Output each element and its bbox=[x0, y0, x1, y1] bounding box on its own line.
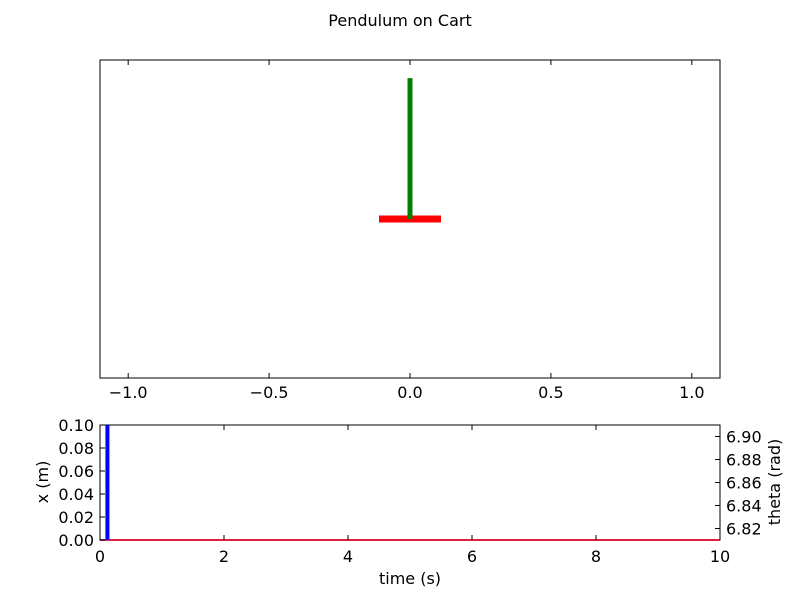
time-series-axes: 0 2 4 6 8 10 0.00 0.02 0.04 0.06 0.08 0.10 6.82 6.84 6… bbox=[33, 416, 784, 588]
right-y-tick-label: 6.88 bbox=[726, 451, 762, 470]
right-y-tick-label: 6.82 bbox=[726, 520, 762, 539]
top-x-tick-label: 0.5 bbox=[538, 383, 563, 402]
bottom-x-tick-label: 0 bbox=[95, 547, 105, 566]
bottom-plot-frame bbox=[99, 424, 721, 541]
top-x-tick-label: 0.0 bbox=[397, 383, 422, 402]
bottom-plot-marks bbox=[100, 425, 720, 541]
left-y-tick-label: 0.02 bbox=[58, 508, 94, 527]
bottom-x-tick-label: 2 bbox=[219, 547, 229, 566]
bottom-x-tick-label: 10 bbox=[710, 547, 730, 566]
y-axis-label-left: x (m) bbox=[33, 461, 52, 504]
left-y-tick-label: 0.00 bbox=[58, 531, 94, 550]
left-y-tick-label: 0.04 bbox=[58, 485, 94, 504]
y-axis-label-right: theta (rad) bbox=[765, 439, 784, 525]
bottom-x-tick-label: 6 bbox=[467, 547, 477, 566]
right-y-tick-label: 6.90 bbox=[726, 428, 762, 447]
left-y-tick-label: 0.06 bbox=[58, 462, 94, 481]
left-y-tick-label: 0.10 bbox=[58, 416, 94, 435]
left-y-tick-label: 0.08 bbox=[58, 439, 94, 458]
right-y-tick-label: 6.86 bbox=[726, 474, 762, 493]
top-x-ticks: −1.0 −0.5 0.0 0.5 1.0 bbox=[109, 60, 705, 402]
top-x-tick-label: −1.0 bbox=[109, 383, 148, 402]
bottom-x-tick-label: 4 bbox=[343, 547, 353, 566]
bottom-x-tick-label: 8 bbox=[591, 547, 601, 566]
top-x-tick-label: 1.0 bbox=[679, 383, 704, 402]
chart-title: Pendulum on Cart bbox=[328, 11, 471, 30]
x-axis-label: time (s) bbox=[379, 569, 441, 588]
top-x-tick-label: −0.5 bbox=[250, 383, 289, 402]
bottom-ticks: 0 2 4 6 8 10 0.00 0.02 0.04 0.06 0.08 0.10 6.82 6.84 6… bbox=[58, 416, 761, 566]
cart-pendulum-axes: −1.0 −0.5 0.0 0.5 1.0 bbox=[99, 59, 721, 402]
right-y-tick-label: 6.84 bbox=[726, 497, 762, 516]
top-plot-marks bbox=[379, 78, 441, 223]
